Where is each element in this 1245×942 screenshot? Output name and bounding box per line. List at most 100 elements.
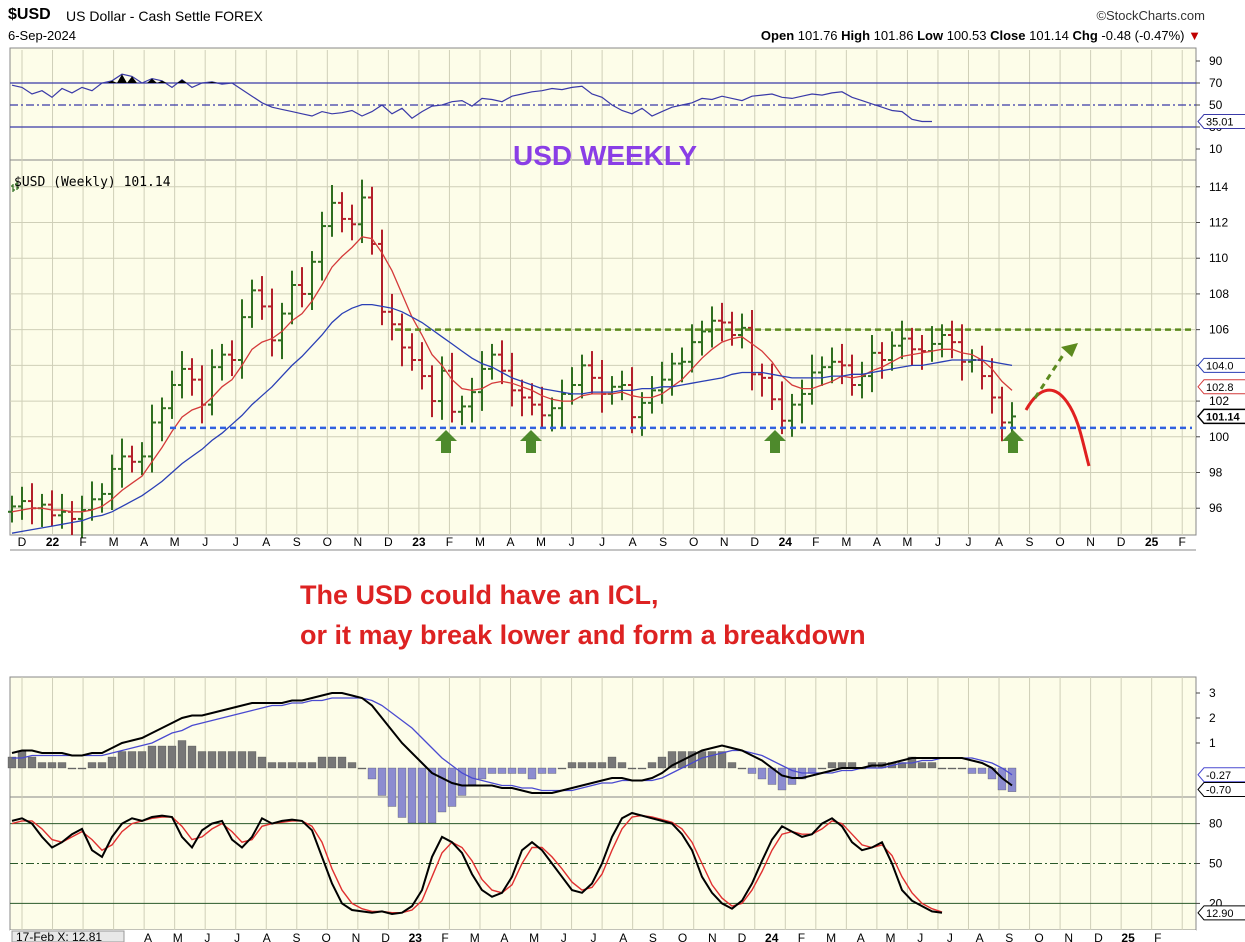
macd-histogram-bar xyxy=(397,767,407,818)
price-bar xyxy=(398,313,406,367)
price-bar xyxy=(618,370,626,401)
macd-histogram-bar xyxy=(187,745,197,769)
time-tick-label-bottom: 23 xyxy=(409,931,423,942)
price-bar xyxy=(8,495,16,523)
macd-histogram-bar xyxy=(477,767,487,780)
time-tick-label-bottom: F xyxy=(1154,931,1161,942)
price-bar xyxy=(808,354,816,405)
price-bar xyxy=(418,342,426,390)
price-bar xyxy=(728,311,736,346)
time-tick-label-bottom: J xyxy=(917,931,923,942)
crosshair-readout: 17-Feb X: 12.81 xyxy=(16,930,102,942)
price-bar xyxy=(268,288,276,357)
macd-histogram-bar xyxy=(267,762,277,769)
macd-histogram-bar xyxy=(457,767,467,796)
macd-histogram-bar xyxy=(437,767,447,813)
macd-histogram-bar xyxy=(107,756,117,769)
macd-value-bubble-text: -0.70 xyxy=(1206,785,1231,797)
chart-overlay-title: USD WEEKLY xyxy=(513,140,698,171)
y-tick-label: 102 xyxy=(1209,394,1229,408)
time-tick-label-bottom: D xyxy=(381,931,390,942)
time-tick-label-bottom: A xyxy=(263,931,271,942)
time-tick-label: S xyxy=(1026,535,1034,549)
time-tick-label: 22 xyxy=(46,535,60,549)
price-bar xyxy=(828,347,836,384)
time-tick-label-bottom: S xyxy=(649,931,657,942)
time-tick-label: F xyxy=(1179,535,1186,549)
time-tick-label-bottom: 25 xyxy=(1121,931,1135,942)
macd-histogram-bar xyxy=(67,767,77,770)
time-tick-label-bottom: A xyxy=(857,931,865,942)
macd-histogram-bar xyxy=(537,767,547,774)
low-label: Low xyxy=(917,28,944,43)
time-tick-label-bottom: A xyxy=(619,931,627,942)
ma-slow-bubble-shape xyxy=(1197,357,1245,373)
macd-histogram-bar xyxy=(707,751,717,769)
price-bar xyxy=(138,442,146,476)
time-tick-label-bottom: A xyxy=(500,931,508,942)
symbol-ticker: $USD xyxy=(8,6,51,23)
macd-histogram-bar xyxy=(247,751,257,769)
y-tick-label: 2 xyxy=(1209,711,1216,725)
last-price-bubble-text: 101.14 xyxy=(1206,411,1241,423)
time-tick-label-bottom: N xyxy=(708,931,717,942)
time-tick-label: J xyxy=(965,535,971,549)
rsi-value-bubble-text: 35.01 xyxy=(1206,116,1234,128)
chg-label: Chg xyxy=(1072,28,1098,43)
annotation-line-1: The USD could have an ICL, xyxy=(300,580,659,610)
macd-histogram-bar xyxy=(517,767,527,774)
time-tick-label-bottom: F xyxy=(798,931,805,942)
bottom-axis-bg xyxy=(10,930,1196,942)
time-tick-label-bottom: M xyxy=(173,931,183,942)
macd-histogram-bar xyxy=(917,762,927,769)
time-tick-label: M xyxy=(170,535,180,549)
open-value: 101.76 xyxy=(797,28,838,43)
price-bar xyxy=(848,354,856,396)
macd-signal-line xyxy=(12,697,1013,792)
time-tick-label-bottom: D xyxy=(738,931,747,942)
ma-fast-bubble-shape xyxy=(1197,379,1245,395)
support-arrow-icon xyxy=(1002,430,1024,453)
macd-histogram-bar xyxy=(207,751,217,769)
price-bar xyxy=(768,363,776,410)
price-bar xyxy=(888,331,896,371)
price-bar xyxy=(208,349,216,416)
macd-histogram-bar xyxy=(237,751,247,769)
support-arrow-icon xyxy=(520,430,542,453)
y-tick-label: 108 xyxy=(1209,287,1229,301)
close-label: Close xyxy=(990,28,1026,43)
high-label: High xyxy=(841,28,871,43)
open-label: Open xyxy=(760,28,795,43)
price-bar xyxy=(878,342,886,379)
macd-histogram-bar xyxy=(137,751,147,769)
brand-label[interactable]: ©StockCharts.com xyxy=(1096,8,1205,23)
price-bar xyxy=(748,310,756,391)
time-tick-label-bottom: M xyxy=(470,931,480,942)
macd-histogram-bar xyxy=(957,767,967,770)
macd-histogram-bar xyxy=(427,767,437,824)
price-bar xyxy=(98,483,106,513)
high-value: 101.86 xyxy=(873,28,914,43)
time-tick-label: O xyxy=(1055,535,1064,549)
price-bar xyxy=(468,377,476,423)
macd-histogram-bar xyxy=(27,756,37,769)
time-tick-label: 25 xyxy=(1145,535,1159,549)
time-tick-label: A xyxy=(873,535,881,549)
ma-fast-bubble: 102.8 xyxy=(1197,379,1245,395)
price-bar xyxy=(558,379,566,427)
time-tick-label: A xyxy=(995,535,1003,549)
y-tick-label: 106 xyxy=(1209,323,1229,337)
down-arrow-icon: ▼ xyxy=(1188,28,1201,43)
price-bar xyxy=(318,211,326,281)
time-tick-label: J xyxy=(935,535,941,549)
time-tick-label: A xyxy=(262,535,270,549)
macd-histogram-bar xyxy=(967,767,977,774)
macd-histogram-bar xyxy=(1007,767,1017,792)
macd-histogram-bar xyxy=(407,767,417,824)
low-value: 100.53 xyxy=(946,28,987,43)
ma-fast-bubble-text: 102.8 xyxy=(1206,382,1234,394)
macd-histogram-bar xyxy=(167,745,177,769)
macd-histogram-bar xyxy=(547,767,557,774)
ma-slow-line xyxy=(11,303,1013,534)
